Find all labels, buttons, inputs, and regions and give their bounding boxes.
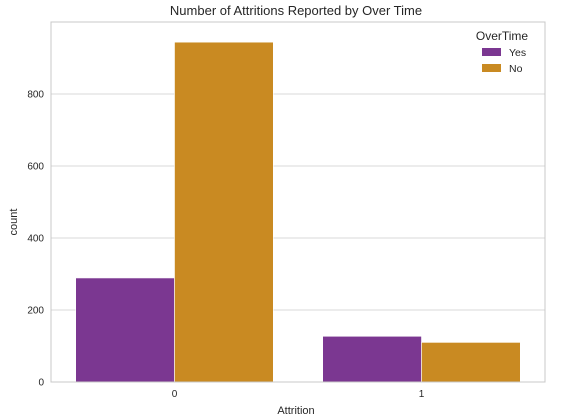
y-tick-label-4: 800	[27, 90, 44, 101]
legend-label-no: No	[509, 63, 523, 75]
y-tick-label-3: 600	[27, 162, 44, 173]
plot-frame	[50, 21, 546, 383]
legend-label-yes: Yes	[509, 47, 526, 59]
x-tick-label-1: 1	[419, 389, 425, 400]
bar-no-0	[174, 41, 274, 383]
y-tick-label-1: 200	[27, 306, 44, 317]
legend-swatch-no	[482, 64, 501, 72]
x-tick-label-0: 0	[172, 389, 178, 400]
bar-yes-0	[75, 277, 175, 383]
legend: OverTime Yes No	[476, 29, 529, 75]
plot-area: 0 200 400 600 800 0 1	[27, 21, 546, 400]
legend-title: OverTime	[476, 29, 529, 43]
y-axis-label: count	[8, 209, 20, 236]
bar-no-1	[421, 342, 521, 383]
x-axis-label: Attrition	[277, 405, 314, 417]
chart-title: Number of Attritions Reported by Over Ti…	[170, 3, 422, 18]
bar-yes-1	[322, 335, 422, 383]
legend-swatch-yes	[482, 48, 501, 56]
y-tick-label-0: 0	[38, 378, 44, 389]
y-tick-label-2: 400	[27, 234, 44, 245]
